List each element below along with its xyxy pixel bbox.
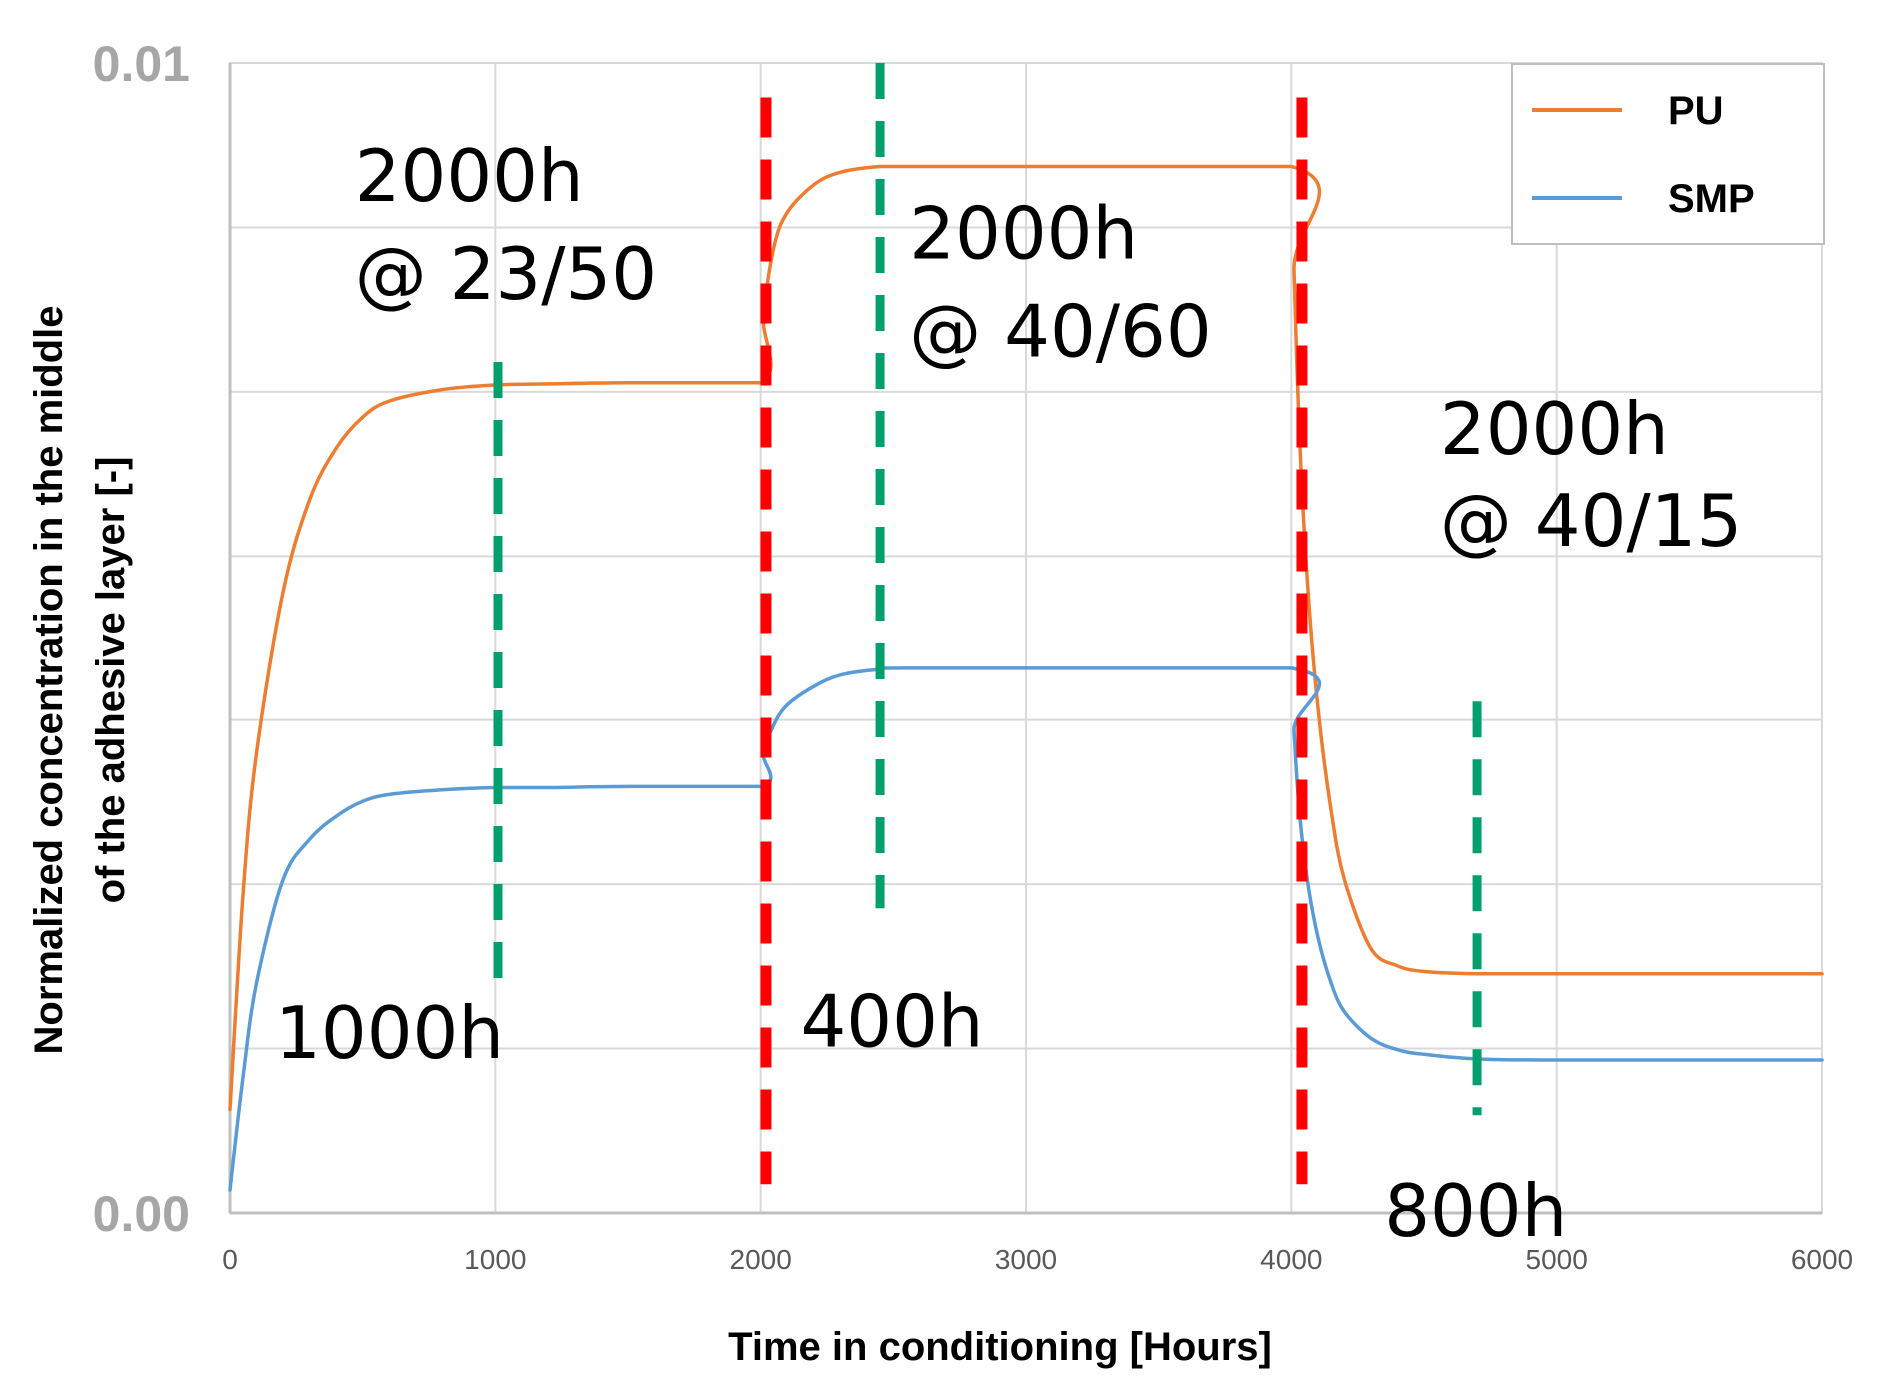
y-axis-title: Normalized concentration in the middle o… [27,306,133,1055]
annotation-0: 2000h [355,134,584,218]
y-axis-title-line-2: of the adhesive layer [-] [89,457,133,904]
annotation-6: 1000h [275,991,504,1075]
legend: PU SMP [1511,63,1825,245]
legend-label-smp: SMP [1668,177,1755,221]
x-tick-label-0: 0 [222,1244,238,1275]
y-axis-title-line-1: Normalized concentration in the middle [27,306,71,1055]
x-tick-label-2: 2000 [730,1244,792,1275]
annotation-3: @ 40/60 [909,289,1211,373]
y-tick-label-0: 0.00 [93,1186,190,1242]
annotation-7: 400h [800,979,983,1063]
x-tick-label-5: 5000 [1526,1244,1588,1275]
series-line-smp [228,666,1824,1192]
x-tick-label-6: 6000 [1791,1244,1853,1275]
annotation-1: @ 23/50 [355,232,657,316]
series-lines [228,164,1824,1192]
y-tick-label-1: 0.01 [93,36,190,92]
annotation-8: 800h [1384,1169,1567,1253]
annotation-2: 2000h [909,192,1138,276]
annotation-5: @ 40/15 [1440,479,1742,563]
x-axis-title: Time in conditioning [Hours] [728,1325,1272,1369]
y-tick-labels: 0.00 0.01 [93,36,190,1242]
x-tick-label-4: 4000 [1260,1244,1322,1275]
x-tick-label-3: 3000 [995,1244,1057,1275]
annotation-4: 2000h [1440,387,1669,471]
legend-box [1511,63,1825,245]
legend-label-pu: PU [1668,89,1724,133]
plot-area [228,62,1823,1215]
x-tick-label-1: 1000 [464,1244,526,1275]
x-tick-labels: 0 1000 2000 3000 4000 5000 6000 [222,1244,1853,1275]
vertical-markers [493,63,1482,1185]
series-line-pu [228,164,1824,1112]
